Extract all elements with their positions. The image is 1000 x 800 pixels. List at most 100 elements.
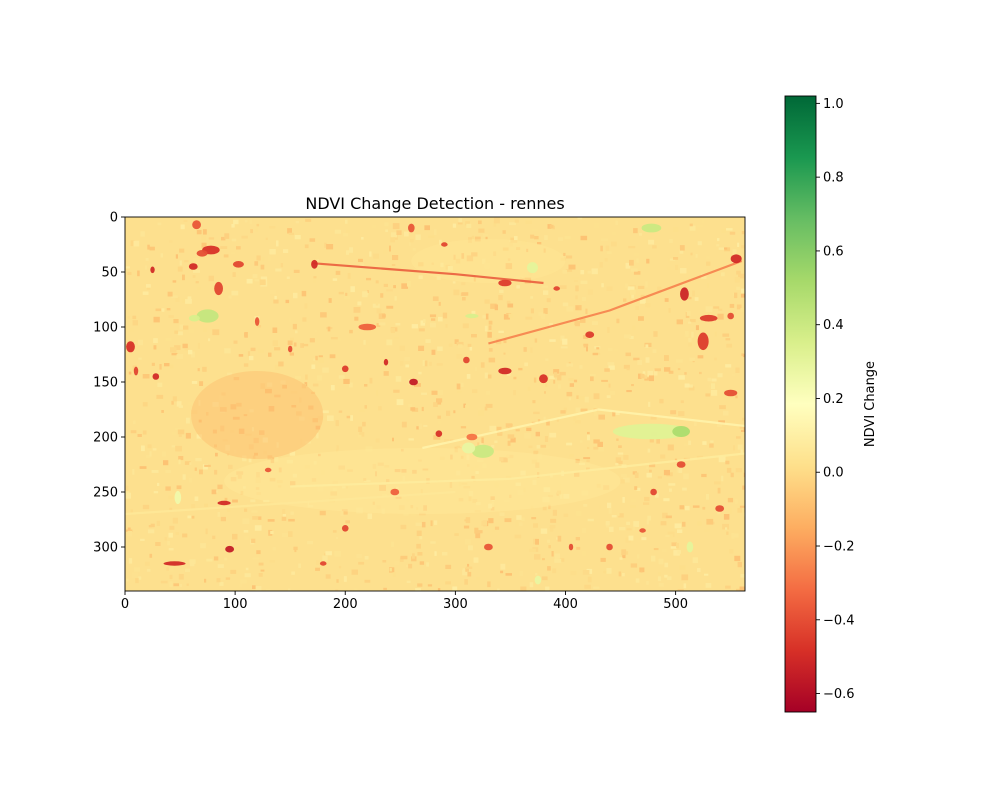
texture-cell xyxy=(201,242,207,248)
texture-cell xyxy=(620,479,625,484)
texture-cell xyxy=(357,434,362,438)
texture-cell xyxy=(419,512,426,516)
texture-cell xyxy=(269,225,276,229)
texture-cell xyxy=(185,299,192,304)
texture-cell xyxy=(155,542,161,546)
texture-cell xyxy=(490,496,495,500)
texture-cell xyxy=(618,445,622,448)
texture-cell xyxy=(560,257,566,261)
texture-cell xyxy=(532,479,537,485)
texture-cell xyxy=(688,338,692,343)
change-blob xyxy=(152,373,160,380)
texture-cell xyxy=(678,467,683,473)
texture-cell xyxy=(535,538,539,545)
texture-cell xyxy=(520,470,526,476)
texture-cell xyxy=(680,400,684,404)
texture-cell xyxy=(456,445,462,448)
texture-cell xyxy=(340,511,344,516)
texture-cell xyxy=(263,499,270,503)
texture-cell xyxy=(274,364,280,371)
texture-cell xyxy=(726,343,733,348)
texture-cell xyxy=(184,461,191,465)
texture-cell xyxy=(321,470,325,475)
texture-cell xyxy=(169,574,173,580)
texture-cell xyxy=(695,325,699,331)
texture-cell xyxy=(600,245,603,252)
texture-cell xyxy=(667,444,674,451)
texture-cell xyxy=(156,394,164,399)
texture-cell xyxy=(230,252,236,255)
texture-cell xyxy=(566,391,573,397)
texture-cell xyxy=(586,459,590,462)
texture-cell xyxy=(299,397,302,403)
texture-cell xyxy=(725,338,731,341)
texture-cell xyxy=(713,306,720,309)
y-tick-label: 150 xyxy=(93,376,118,391)
texture-cell xyxy=(193,269,200,273)
texture-cell xyxy=(503,499,510,503)
texture-cell xyxy=(282,532,288,537)
texture-cell xyxy=(565,269,573,272)
texture-cell xyxy=(508,424,513,427)
texture-cell xyxy=(153,338,158,343)
texture-cell xyxy=(392,572,396,578)
texture-cell xyxy=(557,374,562,381)
texture-cell xyxy=(412,553,415,559)
texture-cell xyxy=(494,482,499,488)
texture-cell xyxy=(679,245,685,251)
texture-cell xyxy=(740,293,745,298)
texture-cell xyxy=(393,389,400,393)
texture-cell xyxy=(465,221,470,226)
texture-cell xyxy=(657,476,663,479)
texture-cell xyxy=(477,442,480,448)
texture-cell xyxy=(462,323,469,329)
texture-cell xyxy=(569,383,574,387)
texture-cell xyxy=(644,496,650,502)
texture-cell xyxy=(583,335,588,339)
texture-cell xyxy=(646,466,649,470)
texture-cell xyxy=(178,573,184,580)
texture-cell xyxy=(222,439,228,442)
texture-cell xyxy=(448,343,453,347)
texture-cell xyxy=(547,566,551,571)
texture-cell xyxy=(741,288,745,293)
texture-cell xyxy=(654,368,661,372)
texture-cell xyxy=(138,339,143,346)
texture-cell xyxy=(438,316,443,322)
texture-cell xyxy=(185,432,191,439)
texture-cell xyxy=(677,589,684,591)
texture-cell xyxy=(664,367,671,372)
texture-cell xyxy=(654,492,659,498)
texture-cell xyxy=(359,432,365,437)
texture-cell xyxy=(593,586,600,589)
texture-cell xyxy=(534,236,539,240)
texture-cell xyxy=(408,438,414,441)
y-tick-label: 250 xyxy=(93,486,118,501)
texture-cell xyxy=(418,371,422,375)
texture-cell xyxy=(424,225,430,231)
texture-cell xyxy=(617,460,623,465)
change-blob xyxy=(466,433,478,441)
texture-cell xyxy=(302,343,309,347)
texture-cell xyxy=(631,384,634,387)
texture-cell xyxy=(577,217,583,220)
texture-cell xyxy=(471,252,478,257)
texture-cell xyxy=(740,308,745,313)
texture-cell xyxy=(515,482,521,486)
texture-cell xyxy=(526,248,529,253)
texture-cell xyxy=(437,400,442,405)
texture-cell xyxy=(383,587,387,590)
texture-cell xyxy=(436,276,441,280)
texture-cell xyxy=(647,448,651,453)
texture-cell xyxy=(326,244,334,250)
texture-cell xyxy=(478,220,482,225)
texture-cell xyxy=(153,316,160,323)
texture-cell xyxy=(583,343,589,346)
texture-cell xyxy=(566,306,574,312)
texture-cell xyxy=(258,516,262,520)
texture-cell xyxy=(531,517,537,520)
texture-cell xyxy=(160,580,168,584)
texture-cell xyxy=(255,586,262,591)
texture-cell xyxy=(737,561,742,568)
texture-cell xyxy=(401,448,404,452)
